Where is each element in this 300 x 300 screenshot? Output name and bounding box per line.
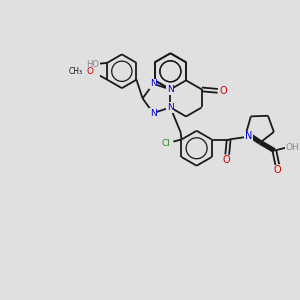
Text: N: N (150, 79, 157, 88)
Text: HO: HO (86, 60, 99, 69)
Text: N: N (167, 103, 174, 112)
Text: CH₃: CH₃ (69, 67, 83, 76)
Text: N: N (167, 85, 174, 94)
Text: O: O (86, 67, 93, 76)
Text: O: O (273, 165, 281, 176)
Text: N: N (244, 131, 252, 141)
Text: O: O (219, 86, 227, 96)
Text: Cl: Cl (162, 139, 170, 148)
Text: O: O (223, 155, 230, 166)
Text: OH: OH (286, 142, 299, 152)
Text: N: N (150, 109, 157, 118)
